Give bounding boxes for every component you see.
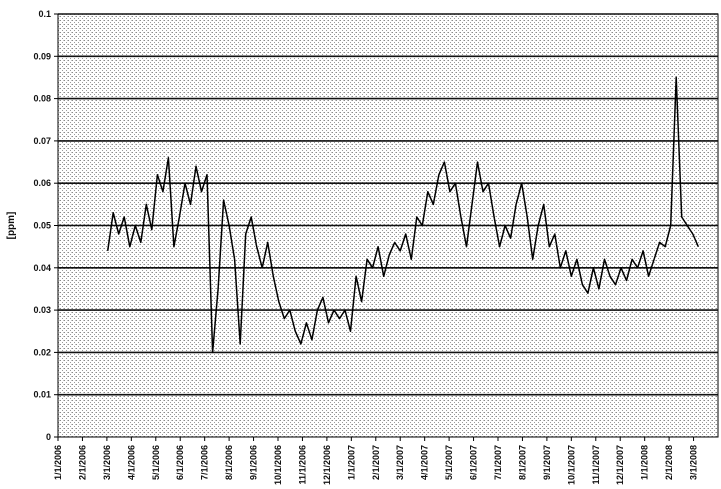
y-tick-label: 0.09 — [33, 51, 51, 61]
y-tick-label: 0.1 — [38, 9, 51, 19]
x-tick-label: 8/1/2006 — [224, 445, 234, 480]
y-tick-label: 0.08 — [33, 94, 51, 104]
series-line — [106, 76, 699, 354]
x-tick-label: 1/1/2008 — [640, 445, 650, 480]
y-tick-label: 0.03 — [33, 305, 51, 315]
x-tick-label: 2/1/2007 — [371, 445, 381, 480]
y-tick-label: 0.07 — [33, 136, 51, 146]
x-tick-label: 11/1/2006 — [297, 445, 307, 485]
y-tick-label: 0.04 — [33, 263, 51, 273]
y-tick-label: 0.05 — [33, 221, 51, 231]
y-axis-label: [ppm] — [6, 212, 17, 240]
x-tick-label: 4/1/2006 — [126, 445, 136, 480]
y-tick-label: 0.01 — [33, 390, 51, 400]
series-group — [106, 76, 699, 354]
x-tick-label: 8/1/2007 — [517, 445, 527, 480]
x-tick-label: 12/1/2007 — [615, 445, 625, 485]
x-tick-label: 6/1/2007 — [469, 445, 479, 480]
x-tick-label: 3/1/2008 — [689, 445, 699, 480]
x-tick-label: 5/1/2006 — [151, 445, 161, 480]
y-tick-label: 0.02 — [33, 347, 51, 357]
x-axis-ticks: 1/1/2006 2/1/2006 3/1/2006 4/1/2006 5/1/2006… — [53, 437, 699, 485]
x-tick-label: 7/1/2006 — [200, 445, 210, 480]
x-tick-label: 3/1/2007 — [395, 445, 405, 480]
y-tick-label: 0.06 — [33, 178, 51, 188]
x-tick-label: 5/1/2007 — [444, 445, 454, 480]
gridlines — [58, 13, 718, 396]
x-tick-label: 4/1/2007 — [420, 445, 430, 480]
y-axis-ticks: 0 0.01 0.02 0.03 0.04 0.05 0.06 0.07 0.08 0.09 0.1 — [33, 9, 58, 442]
x-tick-label: 11/1/2007 — [591, 445, 601, 485]
x-tick-label: 7/1/2007 — [493, 445, 503, 480]
x-tick-label: 2/1/2006 — [77, 445, 87, 480]
x-tick-label: 12/1/2006 — [322, 445, 332, 485]
x-tick-label: 10/1/2007 — [566, 445, 576, 485]
y-tick-label: 0 — [46, 432, 51, 442]
x-tick-label: 6/1/2006 — [175, 445, 185, 480]
x-tick-label: 1/1/2006 — [53, 445, 63, 480]
x-tick-label: 1/1/2007 — [346, 445, 356, 480]
x-tick-label: 9/1/2006 — [249, 445, 259, 480]
x-tick-label: 9/1/2007 — [542, 445, 552, 480]
x-tick-label: 2/1/2008 — [664, 445, 674, 480]
x-tick-label: 3/1/2006 — [102, 445, 112, 480]
x-tick-label: 10/1/2006 — [273, 445, 283, 485]
